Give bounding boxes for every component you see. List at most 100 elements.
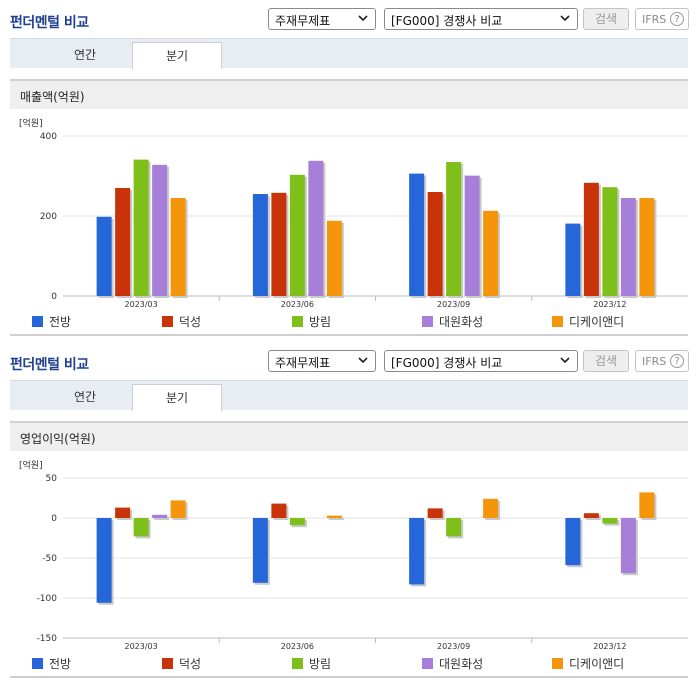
x-tick-label: 2023/03 bbox=[125, 642, 158, 651]
bar-전방-2023/03 bbox=[96, 216, 112, 296]
panel-header: 펀더멘털 비교 주재무제표 [FG000] 경쟁사 비교 검색 IFRS ? bbox=[0, 342, 696, 380]
bar-shadow bbox=[154, 516, 170, 520]
y-tick-label: -50 bbox=[42, 554, 57, 564]
bar-디케이앤디-2023/03 bbox=[170, 198, 186, 296]
operating-profit-bar-chart: [억원] -150 -100 -50 0 50 2023/03 2023/06 2023/09 2… bbox=[10, 454, 688, 654]
legend-swatch bbox=[32, 316, 43, 327]
x-tick-label: 2023/09 bbox=[437, 642, 470, 651]
metric-title: 영업이익(억원) bbox=[10, 421, 688, 451]
bar-디케이앤디-2023/09 bbox=[483, 498, 499, 518]
bar-대원화성-2023/06 bbox=[308, 160, 324, 296]
tab-quarterly[interactable]: 분기 bbox=[132, 42, 222, 69]
bar-덕성-2023/09 bbox=[427, 192, 443, 296]
search-button[interactable]: 검색 bbox=[583, 8, 629, 30]
x-tick-label: 2023/12 bbox=[593, 300, 626, 309]
unit-label: [억원] bbox=[19, 117, 43, 129]
statement-type-value: 주재무제표 bbox=[275, 356, 331, 370]
ifrs-info-button[interactable]: IFRS ? bbox=[635, 350, 689, 372]
panel-divider bbox=[10, 676, 688, 678]
legend-label: 덕성 bbox=[179, 657, 202, 671]
bar-대원화성-2023/03 bbox=[152, 164, 168, 296]
fundamental-panel-sales: 펀더멘털 비교 주재무제표 [FG000] 경쟁사 비교 검색 IFRS ? 연… bbox=[10, 8, 689, 336]
bar-전방-2023/06 bbox=[252, 518, 268, 583]
fundamental-panel-operating-profit: 펀더멘털 비교 주재무제표 [FG000] 경쟁사 비교 검색 IFRS ? 연… bbox=[0, 342, 696, 684]
bar-대원화성-2023/03 bbox=[152, 514, 168, 518]
legend-label: 방림 bbox=[309, 315, 332, 329]
panel-title: 펀더멘털 비교 bbox=[10, 15, 89, 31]
x-tick-label: 2023/03 bbox=[125, 300, 158, 309]
unit-label: [억원] bbox=[19, 459, 43, 471]
y-tick-label: 0 bbox=[51, 514, 57, 524]
legend-label: 디케이앤디 bbox=[569, 657, 625, 671]
chart-legend: 전방 덕성 방림 대원화성 디케이앤디 bbox=[10, 312, 688, 330]
legend-item[interactable]: 덕성 bbox=[162, 655, 201, 672]
legend-item[interactable]: 전방 bbox=[32, 313, 71, 330]
bar-덕성-2023/06 bbox=[271, 192, 287, 296]
legend-item[interactable]: 전방 bbox=[32, 655, 71, 672]
x-tick-label: 2023/12 bbox=[593, 642, 626, 651]
comparison-group-value: [FG000] 경쟁사 비교 bbox=[391, 356, 503, 370]
bar-덕성-2023/12 bbox=[583, 513, 599, 518]
legend-item[interactable]: 대원화성 bbox=[422, 313, 483, 330]
comparison-group-value: [FG000] 경쟁사 비교 bbox=[391, 14, 503, 28]
bar-덕성-2023/12 bbox=[583, 182, 599, 296]
legend-label: 디케이앤디 bbox=[569, 315, 625, 329]
tab-annual[interactable]: 연간 bbox=[73, 390, 97, 404]
y-tick-label: -100 bbox=[37, 594, 58, 604]
bar-전방-2023/12 bbox=[565, 223, 581, 296]
legend-swatch bbox=[552, 658, 563, 669]
legend-swatch bbox=[162, 658, 173, 669]
x-tick-label: 2023/06 bbox=[281, 300, 314, 309]
tab-annual[interactable]: 연간 bbox=[73, 48, 97, 62]
y-tick-label: -150 bbox=[37, 634, 58, 644]
chart-svg: [억원] -150 -100 -50 0 50 2023/03 2023/06 2023/09 2… bbox=[19, 459, 688, 651]
legend-item[interactable]: 디케이앤디 bbox=[552, 655, 624, 672]
bar-디케이앤디-2023/06 bbox=[326, 220, 342, 296]
bar-디케이앤디-2023/12 bbox=[639, 198, 655, 296]
chart-legend: 전방 덕성 방림 대원화성 디케이앤디 bbox=[10, 654, 688, 672]
ifrs-label: IFRS bbox=[642, 13, 667, 26]
bar-전방-2023/09 bbox=[409, 518, 425, 585]
comparison-group-select[interactable]: [FG000] 경쟁사 비교 bbox=[384, 350, 578, 372]
bar-방림-2023/03 bbox=[133, 518, 149, 537]
chevron-down-icon bbox=[358, 15, 368, 22]
metric-title: 매출액(억원) bbox=[10, 79, 688, 109]
bar-디케이앤디-2023/03 bbox=[170, 500, 186, 518]
statement-type-select[interactable]: 주재무제표 bbox=[268, 8, 376, 30]
bar-덕성-2023/03 bbox=[115, 188, 131, 296]
bar-디케이앤디-2023/09 bbox=[483, 210, 499, 296]
tab-quarterly[interactable]: 분기 bbox=[132, 384, 222, 411]
bar-대원화성-2023/09 bbox=[464, 175, 480, 296]
ifrs-info-button[interactable]: IFRS ? bbox=[635, 8, 689, 30]
help-icon: ? bbox=[670, 354, 684, 368]
legend-item[interactable]: 덕성 bbox=[162, 313, 201, 330]
statement-type-value: 주재무제표 bbox=[275, 14, 331, 28]
ifrs-label: IFRS bbox=[642, 355, 667, 368]
bar-shadow bbox=[328, 517, 344, 520]
bar-전방-2023/09 bbox=[409, 173, 425, 296]
search-button[interactable]: 검색 bbox=[583, 350, 629, 372]
y-tick-label: 400 bbox=[40, 132, 57, 142]
x-tick-label: 2023/06 bbox=[281, 642, 314, 651]
bar-덕성-2023/09 bbox=[427, 508, 443, 518]
bar-전방-2023/12 bbox=[565, 518, 581, 566]
legend-item[interactable]: 방림 bbox=[292, 313, 331, 330]
legend-label: 대원화성 bbox=[439, 657, 484, 671]
legend-swatch bbox=[292, 658, 303, 669]
legend-swatch bbox=[552, 316, 563, 327]
statement-type-select[interactable]: 주재무제표 bbox=[268, 350, 376, 372]
bar-디케이앤디-2023/12 bbox=[639, 492, 655, 518]
bar-방림-2023/09 bbox=[446, 518, 462, 537]
legend-item[interactable]: 방림 bbox=[292, 655, 331, 672]
panel-title: 펀더멘털 비교 bbox=[10, 357, 89, 373]
comparison-group-select[interactable]: [FG000] 경쟁사 비교 bbox=[384, 8, 578, 30]
legend-label: 대원화성 bbox=[439, 315, 484, 329]
legend-label: 전방 bbox=[49, 315, 72, 329]
y-tick-label: 200 bbox=[40, 212, 57, 222]
legend-swatch bbox=[422, 316, 433, 327]
bar-덕성-2023/06 bbox=[271, 503, 287, 518]
bar-덕성-2023/03 bbox=[115, 507, 131, 518]
chevron-down-icon bbox=[560, 357, 570, 364]
legend-item[interactable]: 디케이앤디 bbox=[552, 313, 624, 330]
legend-item[interactable]: 대원화성 bbox=[422, 655, 483, 672]
